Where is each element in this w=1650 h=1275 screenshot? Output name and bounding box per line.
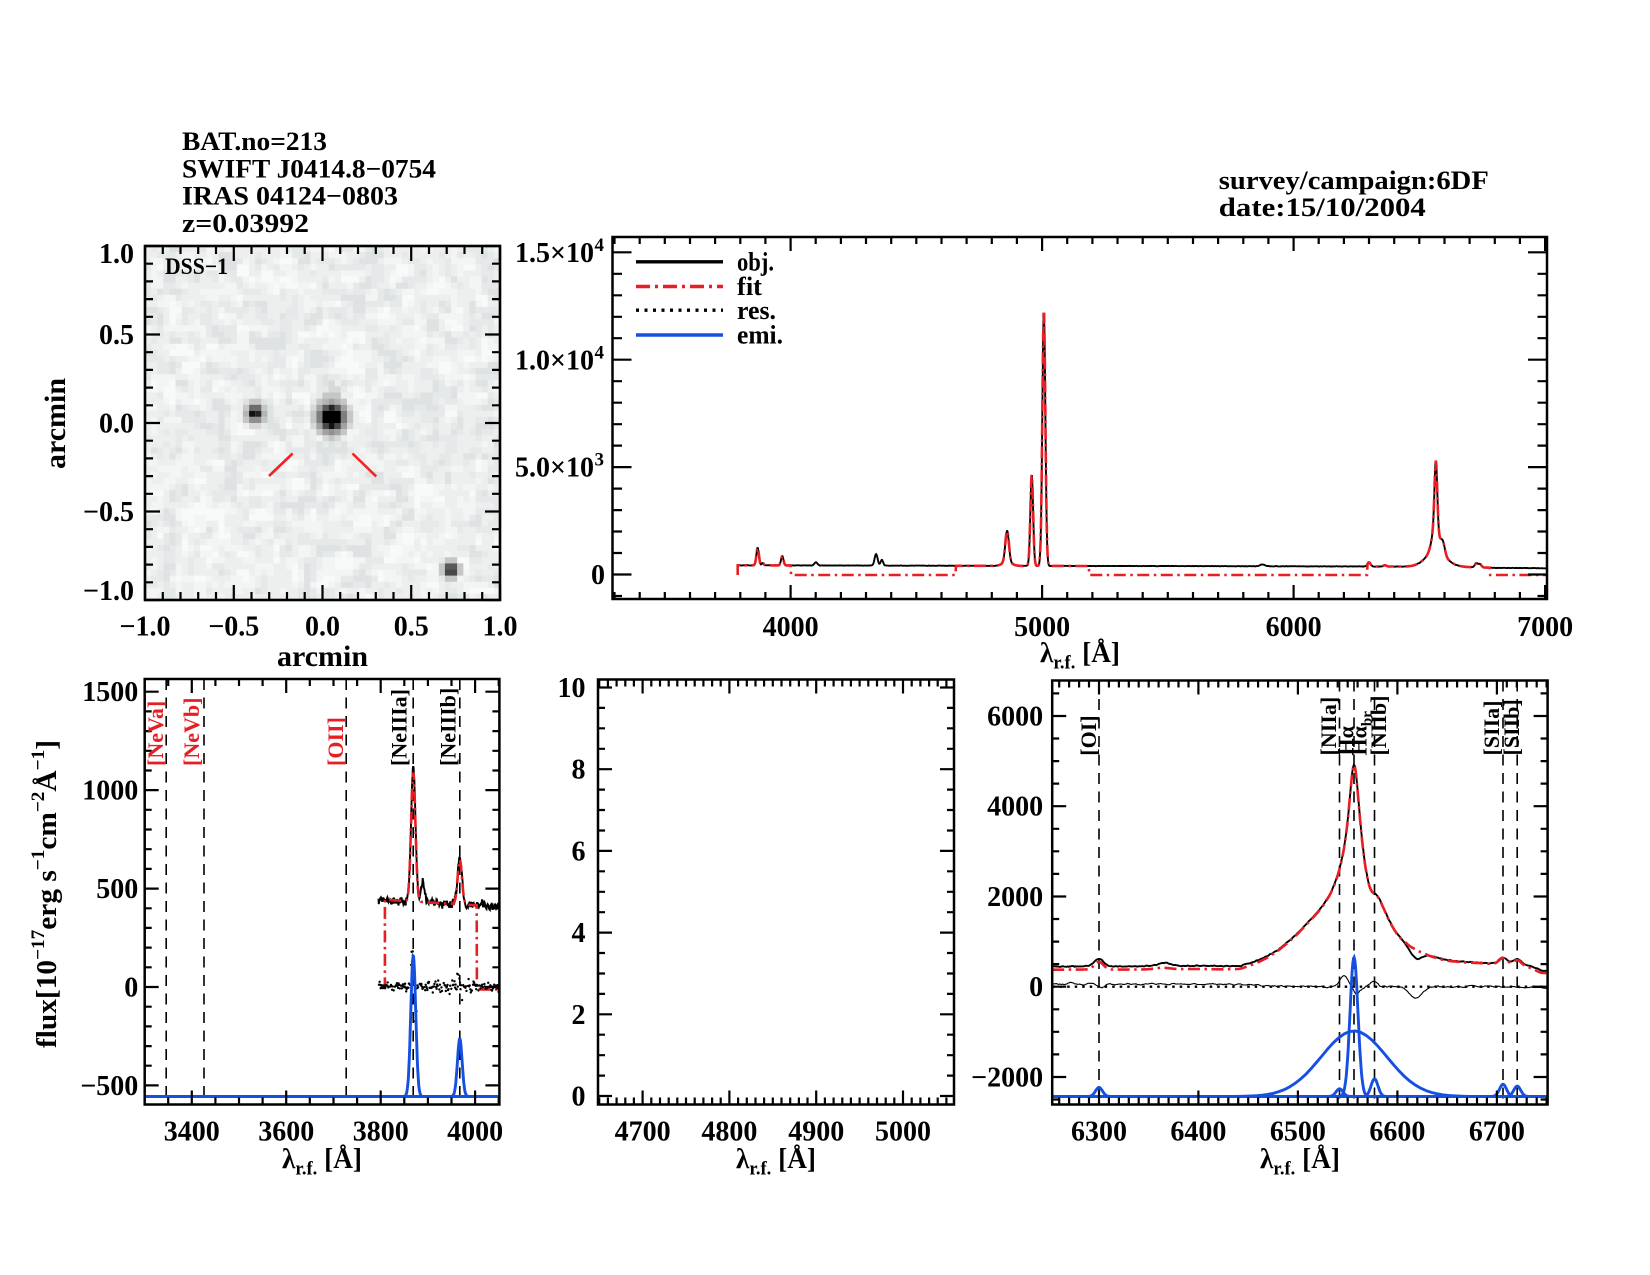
svg-text:0.5: 0.5 bbox=[99, 320, 134, 351]
svg-text:4000: 4000 bbox=[447, 1117, 503, 1148]
svg-text:4000: 4000 bbox=[987, 792, 1043, 823]
svg-text:DSS−1: DSS−1 bbox=[165, 254, 228, 279]
svg-text:0: 0 bbox=[572, 1082, 586, 1113]
svg-text:[NeVa]: [NeVa] bbox=[143, 701, 168, 766]
svg-text:4800: 4800 bbox=[701, 1117, 757, 1148]
svg-text:date:15/10/2004: date:15/10/2004 bbox=[1219, 193, 1426, 222]
svg-text:−2000: −2000 bbox=[971, 1063, 1043, 1094]
svg-text:−500: −500 bbox=[80, 1071, 138, 1102]
svg-text:4700: 4700 bbox=[615, 1117, 671, 1148]
svg-text:3: 3 bbox=[595, 450, 605, 471]
svg-text:5000: 5000 bbox=[875, 1117, 931, 1148]
svg-text:6700: 6700 bbox=[1469, 1117, 1525, 1148]
svg-text:res.: res. bbox=[737, 296, 776, 325]
svg-text:0: 0 bbox=[124, 973, 138, 1004]
svg-text:6500: 6500 bbox=[1270, 1117, 1326, 1148]
svg-text:2: 2 bbox=[572, 1000, 586, 1031]
svg-text:obj.: obj. bbox=[737, 248, 774, 277]
svg-text:4900: 4900 bbox=[788, 1117, 844, 1148]
svg-text:4000: 4000 bbox=[763, 612, 819, 643]
svg-text:1500: 1500 bbox=[82, 677, 138, 708]
svg-text:[SIIb]: [SIIb] bbox=[1499, 699, 1524, 755]
svg-text:0: 0 bbox=[591, 560, 605, 591]
svg-text:0.0: 0.0 bbox=[99, 409, 134, 440]
svg-text:−0.5: −0.5 bbox=[83, 497, 134, 528]
svg-text:[NIIa]: [NIIa] bbox=[1316, 697, 1341, 756]
svg-text:6: 6 bbox=[572, 836, 586, 867]
svg-text:[OI]: [OI] bbox=[1076, 715, 1101, 755]
svg-text:BAT.no=213: BAT.no=213 bbox=[182, 127, 327, 156]
svg-text:z=0.03992: z=0.03992 bbox=[182, 209, 309, 238]
svg-text:6000: 6000 bbox=[987, 702, 1043, 733]
svg-text:[NIIb]: [NIIb] bbox=[1366, 696, 1391, 756]
svg-text:6600: 6600 bbox=[1369, 1117, 1425, 1148]
svg-text:fit: fit bbox=[737, 272, 762, 301]
svg-text:Hα: Hα bbox=[1334, 725, 1359, 755]
svg-text:IRAS 04124−0803: IRAS 04124−0803 bbox=[182, 182, 398, 211]
svg-text:1.5×10: 1.5×10 bbox=[515, 238, 594, 269]
svg-text:[OII]: [OII] bbox=[323, 717, 348, 766]
svg-text:[SIIa]: [SIIa] bbox=[1479, 700, 1504, 755]
svg-text:SWIFT J0414.8−0754: SWIFT J0414.8−0754 bbox=[182, 154, 436, 183]
svg-text:1.0×10: 1.0×10 bbox=[515, 345, 594, 376]
svg-text:5.0×10: 5.0×10 bbox=[515, 453, 594, 484]
svg-text:500: 500 bbox=[96, 874, 138, 905]
svg-text:λr.f. [Å]: λr.f. [Å] bbox=[736, 1144, 816, 1180]
svg-text:10: 10 bbox=[558, 673, 586, 704]
svg-text:6000: 6000 bbox=[1266, 612, 1322, 643]
svg-text:1000: 1000 bbox=[82, 776, 138, 807]
svg-text:7000: 7000 bbox=[1517, 612, 1573, 643]
svg-text:0.5: 0.5 bbox=[394, 612, 429, 643]
svg-text:1.0: 1.0 bbox=[483, 612, 518, 643]
svg-text:0.0: 0.0 bbox=[305, 612, 340, 643]
svg-text:6300: 6300 bbox=[1071, 1117, 1127, 1148]
svg-text:λr.f. [Å]: λr.f. [Å] bbox=[282, 1144, 362, 1180]
svg-text:3400: 3400 bbox=[164, 1117, 220, 1148]
svg-text:−1.0: −1.0 bbox=[120, 612, 171, 643]
svg-text:[NeIIIb]: [NeIIIb] bbox=[435, 688, 460, 766]
svg-text:5000: 5000 bbox=[1014, 612, 1070, 643]
svg-text:−0.5: −0.5 bbox=[208, 612, 259, 643]
svg-text:emi.: emi. bbox=[737, 321, 783, 350]
svg-text:4: 4 bbox=[595, 235, 605, 256]
svg-text:1.0: 1.0 bbox=[99, 239, 134, 270]
svg-text:[NeIIIa]: [NeIIIa] bbox=[387, 689, 412, 766]
svg-text:arcmin: arcmin bbox=[277, 640, 368, 673]
svg-text:arcmin: arcmin bbox=[39, 378, 72, 469]
svg-text:survey/campaign:6DF: survey/campaign:6DF bbox=[1219, 166, 1489, 195]
svg-text:flux[10−17erg s−1cm−2Å−1]: flux[10−17erg s−1cm−2Å−1] bbox=[28, 740, 63, 1048]
svg-text:8: 8 bbox=[572, 755, 586, 786]
svg-text:λr.f. [Å]: λr.f. [Å] bbox=[1040, 638, 1120, 674]
svg-text:6400: 6400 bbox=[1170, 1117, 1226, 1148]
svg-text:4: 4 bbox=[595, 342, 605, 363]
svg-text:−1.0: −1.0 bbox=[83, 576, 134, 607]
svg-text:λr.f. [Å]: λr.f. [Å] bbox=[1260, 1144, 1340, 1180]
svg-text:3600: 3600 bbox=[258, 1117, 314, 1148]
svg-text:4: 4 bbox=[572, 918, 586, 949]
svg-text:3800: 3800 bbox=[353, 1117, 409, 1148]
svg-text:2000: 2000 bbox=[987, 882, 1043, 913]
svg-text:[NeVb]: [NeVb] bbox=[179, 698, 204, 766]
svg-text:0: 0 bbox=[1029, 972, 1043, 1003]
